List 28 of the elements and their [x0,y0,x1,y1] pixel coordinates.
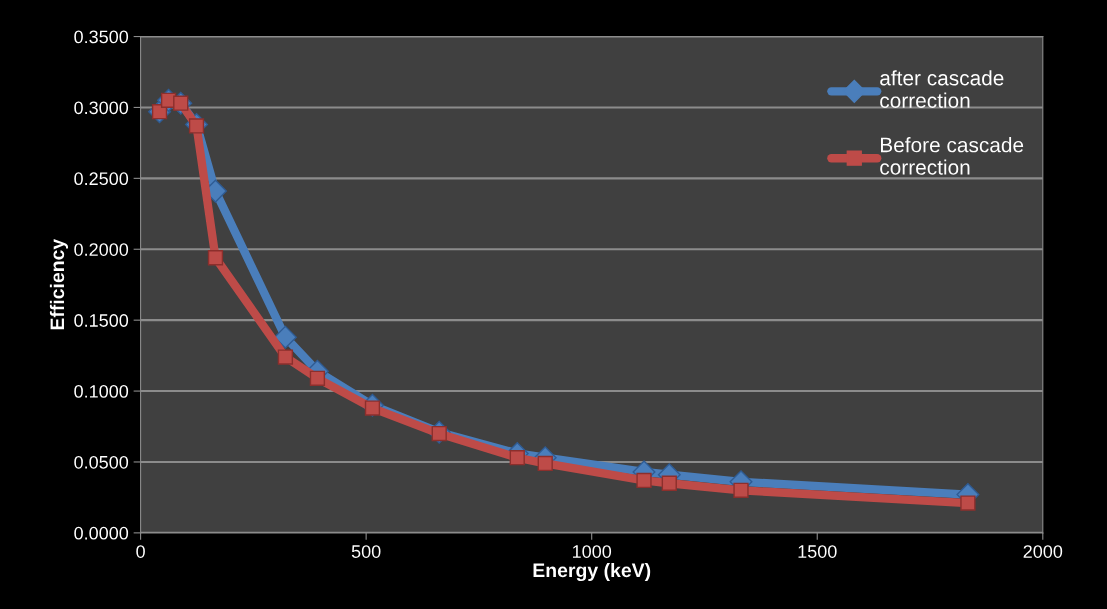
point [509,450,525,466]
point [733,482,749,498]
y-tick-label: 0.3000 [74,101,129,115]
point [636,472,652,489]
x-tick-label: 1000 [572,545,612,558]
point [273,325,297,349]
y-tick-label: 0.0000 [74,526,129,540]
point [960,495,976,511]
x-tick-label: 1500 [798,545,837,558]
y-tick-label: 0.2500 [74,172,129,186]
y-tick-label: 0.3500 [74,30,129,44]
y-tick-label: 0.1000 [74,385,129,398]
point [537,455,553,472]
point [277,349,294,365]
point [661,475,677,491]
legend-label: Before cascade correction [880,137,1024,175]
legend-label: after cascade correction [880,70,1004,108]
point [207,250,224,266]
point [188,118,205,134]
x-tick-label: 2000 [1023,545,1063,558]
point [309,370,326,386]
x-tick-label: 0 [136,545,145,558]
y-axis-title: Efficiency [49,238,69,330]
x-axis-title: Energy (keV) [533,562,651,582]
y-tick-label: 0.2000 [74,243,129,256]
x-tick-label: 500 [351,545,381,558]
y-tick-label: 0.0500 [74,455,129,469]
y-tick-label: 0.1500 [74,314,129,327]
